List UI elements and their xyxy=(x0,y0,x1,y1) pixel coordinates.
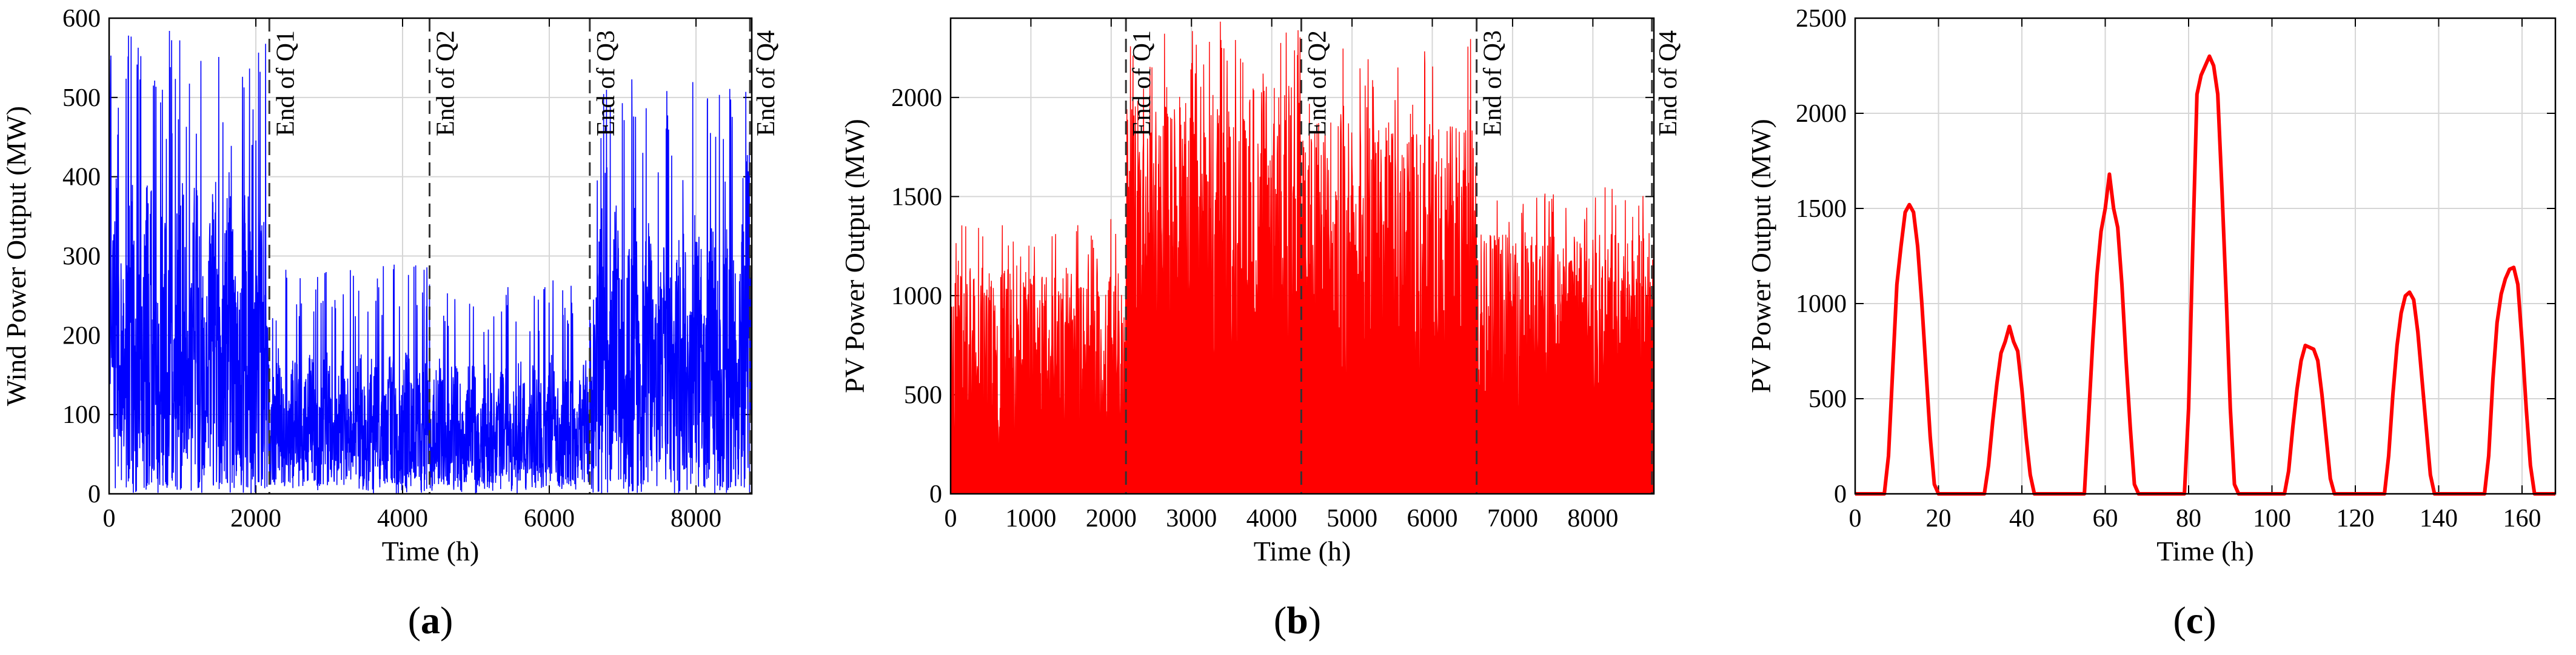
y-tick-label: 100 xyxy=(62,401,101,429)
x-tick-label: 1000 xyxy=(1005,505,1056,533)
plot-frame-b xyxy=(949,17,1655,495)
y-tick-label: 1000 xyxy=(1796,290,1847,318)
x-tick-label: 0 xyxy=(945,505,957,533)
y-tick-label: 500 xyxy=(904,381,942,409)
grid-c xyxy=(1855,18,2555,494)
quarter-marker-label: End of Q2 xyxy=(1303,30,1331,136)
x-tick-label: 6000 xyxy=(1407,505,1458,533)
x-tick-label: 0 xyxy=(1849,505,1862,533)
panel-caption-c: c xyxy=(2186,599,2203,642)
y-tick-label: 200 xyxy=(62,322,101,350)
x-tick-label: 6000 xyxy=(524,505,575,533)
quarter-marker-label: End of Q3 xyxy=(592,30,620,136)
y-axis-label-a: Wind Power Output (MW) xyxy=(1,106,32,406)
x-tick-label: 160 xyxy=(2503,505,2541,533)
panel-label-c: (c) xyxy=(2173,599,2216,642)
chart-b: 0 1000 2000 3000 4000 5000 6000 7000 8000 0 500 100… xyxy=(839,17,1682,567)
x-tick-label: 60 xyxy=(2093,505,2118,533)
pv-year-series-area xyxy=(950,21,1654,494)
panel-caption-b: b xyxy=(1286,599,1308,642)
x-tick-label: 2000 xyxy=(1086,505,1137,533)
y-tick-label: 600 xyxy=(62,5,101,33)
x-tick-label: 20 xyxy=(1926,505,1952,533)
x-axis-label-b: Time (h) xyxy=(1254,536,1351,567)
y-tick-label: 500 xyxy=(1808,385,1847,413)
y-tick-label: 0 xyxy=(1834,480,1847,508)
x-axis-label-c: Time (h) xyxy=(2156,536,2254,567)
chart-a: 0 2000 4000 6000 8000 0 100 200 300 400 500 600 Time… xyxy=(1,5,780,567)
x-tick-label: 100 xyxy=(2253,505,2291,533)
ticks-b: 0 1000 2000 3000 4000 5000 6000 7000 8000 0 500 100… xyxy=(891,18,1654,533)
y-tick-label: 300 xyxy=(62,243,101,271)
x-tick-label: 8000 xyxy=(671,505,721,533)
y-tick-label: 400 xyxy=(62,164,101,191)
quarter-marker-label: End of Q4 xyxy=(1654,30,1682,136)
x-tick-label: 80 xyxy=(2176,505,2201,533)
x-tick-label: 120 xyxy=(2337,505,2375,533)
ticks-a: 0 2000 4000 6000 8000 0 100 200 300 400 500 600 xyxy=(62,5,752,533)
y-tick-label: 0 xyxy=(929,480,942,508)
quarter-marker-label: End of Q4 xyxy=(752,30,780,136)
y-axis-label-b: PV Power Output (MW) xyxy=(839,119,870,393)
x-axis-label-a: Time (h) xyxy=(382,536,480,567)
x-tick-label: 4000 xyxy=(377,505,428,533)
pv-week-series-line xyxy=(1855,54,2555,496)
chart-c: 0 20 40 60 80 100 120 140 160 0 500 1000 1500 2000 250… xyxy=(1745,5,2557,567)
wind-series-line xyxy=(109,30,752,494)
x-tick-label: 5000 xyxy=(1326,505,1377,533)
quarter-marker-label: End of Q1 xyxy=(1128,30,1156,136)
x-tick-label: 0 xyxy=(103,505,116,533)
x-tick-label: 2000 xyxy=(230,505,281,533)
x-tick-label: 4000 xyxy=(1246,505,1297,533)
x-tick-label: 7000 xyxy=(1487,505,1538,533)
y-tick-label: 500 xyxy=(62,84,101,112)
panel-label-a: (a) xyxy=(408,599,453,642)
y-tick-label: 0 xyxy=(88,480,101,508)
plot-frame-a xyxy=(108,17,753,495)
quarter-marker-label: End of Q1 xyxy=(272,30,299,136)
plot-frame-c xyxy=(1854,17,2557,495)
quarter-marker-label: End of Q2 xyxy=(432,30,460,136)
y-axis-label-c: PV Power Output (MW) xyxy=(1745,119,1776,393)
x-tick-label: 3000 xyxy=(1166,505,1217,533)
ticks-c: 0 20 40 60 80 100 120 140 160 0 500 1000 1500 2000 250… xyxy=(1796,5,2555,533)
y-tick-label: 2500 xyxy=(1796,5,1847,33)
x-tick-label: 8000 xyxy=(1567,505,1618,533)
quarter-marker-label: End of Q3 xyxy=(1479,30,1507,136)
x-tick-label: 140 xyxy=(2420,505,2458,533)
panel-label-b: (b) xyxy=(1274,599,1321,642)
panel-caption-a: a xyxy=(421,599,440,642)
y-tick-label: 1500 xyxy=(891,183,942,211)
y-tick-label: 2000 xyxy=(891,84,942,112)
x-tick-label: 40 xyxy=(2009,505,2035,533)
y-tick-label: 1500 xyxy=(1796,195,1847,223)
y-tick-label: 2000 xyxy=(1796,100,1847,128)
y-tick-label: 1000 xyxy=(891,282,942,310)
